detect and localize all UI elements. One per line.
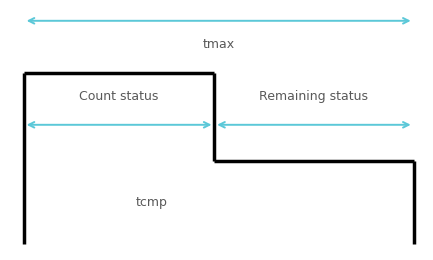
- Text: tcmp: tcmp: [136, 196, 168, 209]
- Text: tmax: tmax: [203, 38, 235, 51]
- Text: Count status: Count status: [79, 90, 159, 103]
- Text: Remaining status: Remaining status: [259, 90, 368, 103]
